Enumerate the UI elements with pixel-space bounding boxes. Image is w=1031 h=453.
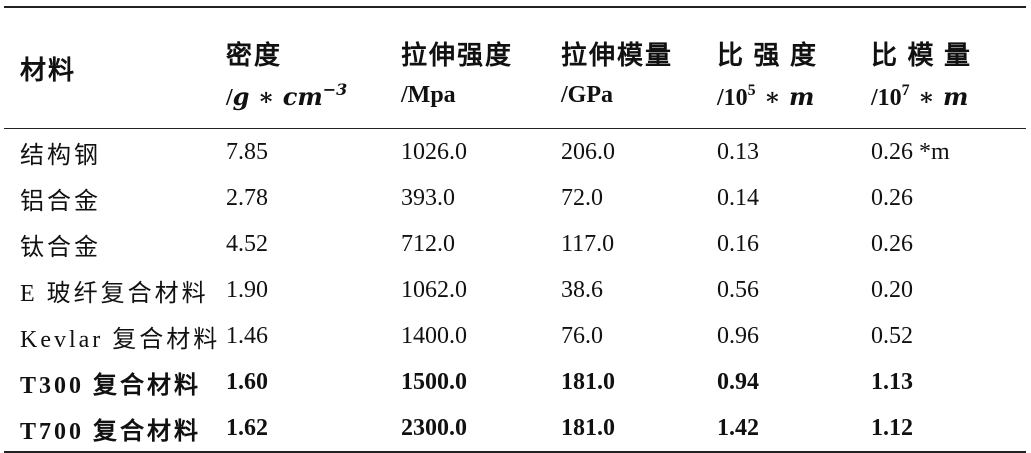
cell-material: Kevlar 复合材料 (20, 326, 221, 353)
table-body: 结构钢 7.85 1026.0 206.0 0.13 0.26 *m 铝合金 2… (4, 129, 1026, 451)
cell-tensile-strength: 1026.0 (401, 138, 467, 165)
unit-specific-strength-exponent: 5 (747, 82, 756, 99)
header-specific-strength: 比 强 度 (717, 41, 819, 70)
cell-tensile-strength: 1062.0 (401, 276, 467, 303)
cell-specific-strength: 0.16 (717, 230, 759, 257)
materials-table: 材料 密度 拉伸强度 拉伸模量 比 强 度 比 模 量 /g ∗ cm−3 /M… (4, 8, 1026, 128)
unit-specific-modulus: /107 ∗ m (871, 76, 1026, 128)
cell-material: 结构钢 (20, 142, 101, 169)
cell-tensile-strength: 712.0 (401, 230, 455, 257)
cell-specific-strength: 0.14 (717, 184, 759, 211)
cell-tensile-strength: 393.0 (401, 184, 455, 211)
cell-specific-modulus: 0.26 (871, 230, 913, 257)
unit-density-slash: / (226, 85, 233, 111)
cell-tensile-strength: 1500.0 (401, 368, 467, 395)
table-row-highlight: T300 复合材料 1.60 1500.0 181.0 0.94 1.13 (4, 359, 1026, 405)
unit-specific-strength-prefix: /10 (717, 85, 748, 111)
cell-material: 钛合金 (20, 234, 101, 261)
unit-tensile-strength: /Mpa (401, 82, 456, 108)
cell-specific-strength: 0.94 (717, 368, 759, 395)
unit-specific-modulus-suffix: ∗ m (909, 82, 969, 111)
header-rule (4, 128, 1026, 129)
table-header: 材料 密度 拉伸强度 拉伸模量 比 强 度 比 模 量 /g ∗ cm−3 /M… (4, 8, 1026, 128)
unit-density-star: ∗ (249, 82, 283, 111)
cell-specific-strength: 1.42 (717, 414, 759, 441)
cell-density: 1.46 (226, 322, 268, 349)
cell-tensile-modulus: 72.0 (561, 184, 603, 211)
cell-specific-modulus: 1.12 (871, 414, 913, 441)
table-row: 铝合金 2.78 393.0 72.0 0.14 0.26 (4, 175, 1026, 221)
cell-specific-modulus: 0.20 (871, 276, 913, 303)
cell-specific-modulus: 0.52 (871, 322, 913, 349)
header-material: 材料 (20, 55, 77, 85)
unit-specific-strength-suffix: ∗ m (755, 82, 815, 111)
unit-specific-strength: /105 ∗ m (717, 76, 871, 128)
cell-tensile-strength: 2300.0 (401, 414, 467, 441)
cell-tensile-modulus: 76.0 (561, 322, 603, 349)
table-row-highlight: T700 复合材料 1.62 2300.0 181.0 1.42 1.12 (4, 405, 1026, 451)
cell-density: 7.85 (226, 138, 268, 165)
cell-material: E 玻纤复合材料 (20, 280, 209, 307)
top-rule (4, 6, 1026, 8)
table-row: E 玻纤复合材料 1.90 1062.0 38.6 0.56 0.20 (4, 267, 1026, 313)
cell-specific-strength: 0.56 (717, 276, 759, 303)
header-tensile-modulus: 拉伸模量 (561, 41, 674, 70)
materials-table-container: 材料 密度 拉伸强度 拉伸模量 比 强 度 比 模 量 /g ∗ cm−3 /M… (4, 6, 1026, 453)
bottom-rule (4, 451, 1026, 453)
unit-density-g: g (232, 82, 250, 111)
cell-specific-strength: 0.13 (717, 138, 759, 165)
cell-tensile-modulus: 206.0 (561, 138, 615, 165)
cell-density: 1.90 (226, 276, 268, 303)
cell-specific-modulus: 0.26 (871, 184, 913, 211)
cell-density: 1.60 (226, 368, 268, 395)
cell-tensile-modulus: 181.0 (561, 414, 615, 441)
cell-tensile-modulus: 38.6 (561, 276, 603, 303)
cell-specific-modulus: 0.26 *m (871, 138, 950, 165)
cell-material: T700 复合材料 (20, 418, 202, 445)
unit-density: /g ∗ cm−3 (226, 76, 401, 128)
materials-table-body: 结构钢 7.85 1026.0 206.0 0.13 0.26 *m 铝合金 2… (4, 129, 1026, 451)
cell-material: T300 复合材料 (20, 372, 202, 399)
cell-material: 铝合金 (20, 188, 101, 215)
cell-density: 2.78 (226, 184, 268, 211)
header-tensile-strength: 拉伸强度 (401, 41, 514, 70)
header-density: 密度 (226, 41, 283, 70)
cell-tensile-modulus: 181.0 (561, 368, 615, 395)
table-row: 结构钢 7.85 1026.0 206.0 0.13 0.26 *m (4, 129, 1026, 175)
header-row-units: /g ∗ cm−3 /Mpa /GPa /105 ∗ m /107 ∗ m (4, 76, 1026, 128)
cell-tensile-modulus: 117.0 (561, 230, 615, 257)
table-row: Kevlar 复合材料 1.46 1400.0 76.0 0.96 0.52 (4, 313, 1026, 359)
unit-tensile-modulus: /GPa (561, 82, 613, 108)
header-row-titles: 材料 密度 拉伸强度 拉伸模量 比 强 度 比 模 量 (4, 8, 1026, 85)
header-specific-modulus: 比 模 量 (871, 41, 973, 70)
table-row: 钛合金 4.52 712.0 117.0 0.16 0.26 (4, 221, 1026, 267)
cell-density: 4.52 (226, 230, 268, 257)
cell-specific-modulus: 1.13 (871, 368, 913, 395)
cell-tensile-strength: 1400.0 (401, 322, 467, 349)
unit-density-cm: cm (282, 82, 323, 111)
unit-specific-modulus-prefix: /10 (871, 85, 902, 111)
unit-density-exponent: −3 (322, 80, 348, 99)
unit-specific-modulus-exponent: 7 (901, 82, 910, 99)
cell-density: 1.62 (226, 414, 268, 441)
cell-specific-strength: 0.96 (717, 322, 759, 349)
